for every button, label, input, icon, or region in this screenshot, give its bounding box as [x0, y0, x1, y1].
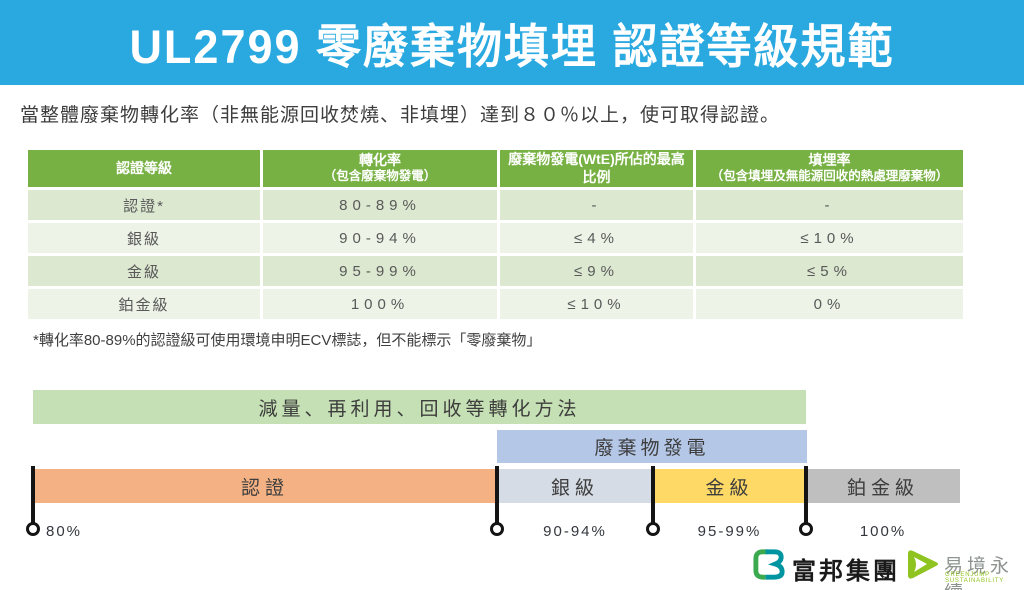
marker-line-90	[495, 466, 499, 524]
segment-gold: 金級	[653, 469, 806, 503]
table-cell-wte: ≤10%	[500, 289, 693, 319]
col-header-level: 認證等級	[28, 150, 260, 187]
segment-platinum: 鉑金級	[806, 469, 960, 503]
table-cell-wte: ≤9%	[500, 256, 693, 286]
tick-label-95: 95-99%	[697, 523, 762, 540]
col-header-landfill-line1: 填埋率	[808, 151, 851, 168]
table-cell-landfill: -	[696, 190, 963, 220]
table-cell-wte: ≤4%	[500, 223, 693, 253]
table-cell-landfill: ≤5%	[696, 256, 963, 286]
col-header-conversion-line2: （包含廢棄物發電）	[323, 169, 437, 184]
greenjump-subtitle: GREENJUMP SUSTAINABILITY	[945, 572, 1005, 584]
col-header-landfill-line2: （包含填埋及無能源回收的熱處理廢棄物）	[710, 169, 949, 184]
table-cell-wte: -	[500, 190, 693, 220]
tick-label-80: 80%	[46, 523, 83, 540]
table-cell-conversion: 90-94%	[263, 223, 497, 253]
table-cell-level: 鉑金級	[28, 289, 260, 319]
intro-text: 當整體廢棄物轉化率（非無能源回收焚燒、非填埋）達到８０％以上，使可取得認證。	[20, 105, 781, 126]
table-cell-conversion: 95-99%	[263, 256, 497, 286]
marker-line-100	[804, 466, 808, 524]
table-cell-landfill: 0%	[696, 289, 963, 319]
col-header-landfill: 填埋率 （包含填埋及無能源回收的熱處理廢棄物）	[696, 150, 963, 187]
col-header-conversion: 轉化率 （包含廢棄物發電）	[263, 150, 497, 187]
marker-circle-95	[646, 522, 660, 536]
table-cell-conversion: 80-89%	[263, 190, 497, 220]
waste-to-energy-bar: 廢棄物發電	[497, 430, 807, 463]
table-cell-level: 認證*	[28, 190, 260, 220]
table-cell-landfill: ≤10%	[696, 223, 963, 253]
marker-circle-80	[26, 522, 40, 536]
fubon-group-name: 富邦集團	[792, 558, 900, 585]
greenjump-logo-icon	[903, 546, 941, 588]
reduction-reuse-recycle-bar: 減量、再利用、回收等轉化方法	[33, 390, 806, 424]
table-cell-level: 金級	[28, 256, 260, 286]
title-banner: UL2799 零廢棄物填埋 認證等級規範	[0, 0, 1024, 85]
col-header-wte-line1: 廢棄物發電(WtE)所佔的最高	[508, 151, 685, 167]
marker-circle-90	[490, 522, 504, 536]
segment-certified: 認證	[33, 469, 497, 503]
col-header-conversion-line1: 轉化率	[359, 151, 401, 168]
fubon-logo-icon	[752, 547, 787, 587]
marker-line-95	[651, 466, 655, 524]
certification-table: 認證等級 轉化率 （包含廢棄物發電） 廢棄物發電(WtE)所佔的最高 比例 填埋…	[28, 150, 963, 319]
tick-label-90: 90-94%	[543, 523, 607, 540]
marker-line-80	[31, 466, 35, 524]
tick-label-100: 100%	[859, 523, 907, 540]
col-header-level-line1: 認證等級	[116, 159, 172, 176]
greenjump-name: 易境永續	[944, 556, 1014, 590]
col-header-wte: 廢棄物發電(WtE)所佔的最高 比例	[500, 150, 693, 187]
segment-silver: 銀級	[497, 469, 653, 503]
marker-circle-100	[799, 522, 813, 536]
table-footnote: *轉化率80-89%的認證級可使用環境申明ECV標誌，但不能標示「零廢棄物」	[33, 332, 542, 349]
table-cell-conversion: 100%	[263, 289, 497, 319]
col-header-wte-line2: 比例	[582, 168, 611, 185]
page-title: UL2799 零廢棄物填埋 認證等級規範	[129, 19, 895, 74]
table-cell-level: 銀級	[28, 223, 260, 253]
